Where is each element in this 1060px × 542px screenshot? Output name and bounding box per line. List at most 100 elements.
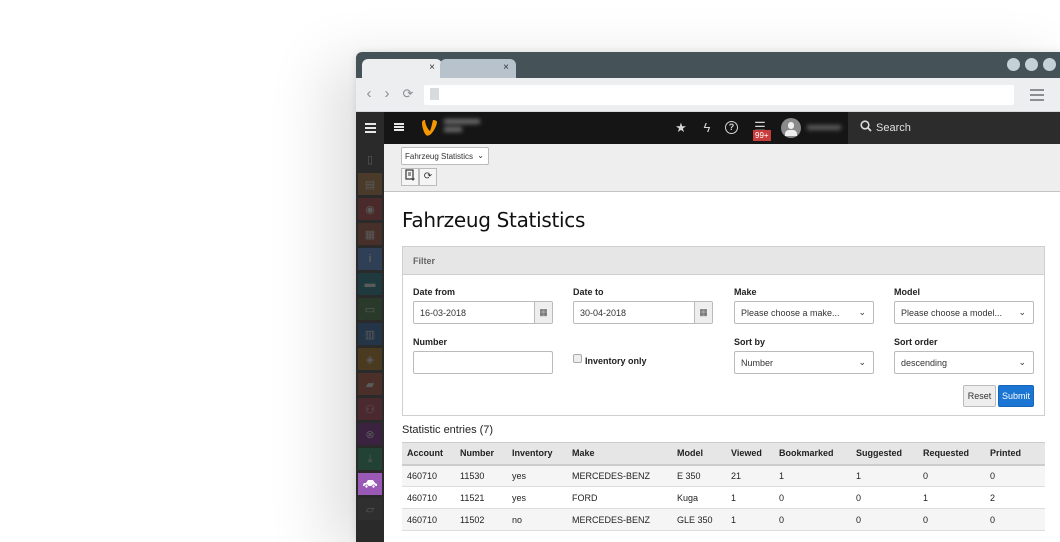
table-row: 460710 11502 no MERCEDES-BENZ GLE 350 1 … [402, 508, 1045, 531]
search-field[interactable]: Search [848, 112, 1060, 144]
back-button[interactable]: ‹ [366, 85, 372, 102]
browser-tab-active[interactable]: × [362, 59, 442, 78]
cell-model: E 350 [672, 464, 726, 487]
module-function-value: Fahrzeug Statistics [405, 152, 474, 161]
cell-number: 11521 [455, 486, 507, 509]
module-achievements-icon[interactable]: ⊗ [358, 423, 382, 445]
cell-viewed: 1 [726, 486, 774, 509]
column-header: Account [402, 442, 455, 466]
cell-number: 11502 [455, 508, 507, 531]
date-from-label: Date from [413, 287, 456, 297]
module-users-icon[interactable]: ⚇ [358, 398, 382, 420]
address-bar[interactable] [424, 85, 1014, 105]
table-header-row: Account Number Inventory Make Model View… [402, 442, 1045, 466]
export-icon [404, 169, 415, 181]
cell-bookmarked: 0 [774, 508, 851, 531]
system-info-icon[interactable]: ☰ [754, 119, 766, 134]
avatar[interactable] [781, 118, 801, 138]
chevron-down-icon: ⌄ [1018, 307, 1026, 317]
inventory-only-checkbox[interactable] [573, 354, 582, 363]
make-select[interactable]: Please choose a make... ⌄ [734, 301, 874, 324]
forward-button[interactable]: › [384, 85, 390, 102]
cell-inventory: yes [507, 464, 567, 487]
model-label: Model [894, 287, 920, 297]
browser-tab-inactive[interactable]: × [440, 59, 516, 78]
module-sidebar: ▯ ▤ ◉ ▦ i ▬ ▭ ▥ ◈ ▰ ⚇ ⊗ ⤓ ▱ [356, 144, 384, 542]
module-info-icon[interactable]: i [358, 248, 382, 270]
module-vehicle-icon[interactable] [358, 473, 382, 495]
maximize-button[interactable] [1025, 58, 1038, 71]
export-button[interactable] [401, 168, 419, 186]
chevron-down-icon: ⌄ [477, 151, 484, 160]
submit-button[interactable]: Submit [998, 385, 1034, 407]
cell-suggested: 1 [851, 464, 918, 487]
module-templates-icon[interactable]: ▥ [358, 323, 382, 345]
table-row: 460710 11530 yes MERCEDES-BENZ E 350 21 … [402, 464, 1045, 487]
pagetree-toggle-icon[interactable] [394, 123, 404, 133]
tab-close-icon[interactable]: × [503, 62, 509, 73]
column-header: Printed [985, 442, 1045, 466]
help-icon[interactable]: ? [725, 121, 738, 134]
page-icon [430, 88, 439, 100]
hamburger-icon [365, 123, 376, 135]
module-filelist-icon[interactable]: ▦ [358, 223, 382, 245]
cell-account: 460710 [402, 508, 455, 531]
date-from-input[interactable]: 16-03-2018 ▦ [413, 301, 553, 324]
page-title: Fahrzeug Statistics [402, 208, 586, 232]
flash-icon[interactable]: ϟ [703, 120, 711, 135]
sort-order-select[interactable]: descending ⌄ [894, 351, 1034, 374]
statistics-table: Account Number Inventory Make Model View… [402, 442, 1045, 531]
cell-bookmarked: 1 [774, 464, 851, 487]
module-extensions-icon[interactable]: ◈ [358, 348, 382, 370]
module-menu-toggle[interactable] [356, 112, 384, 144]
module-notes-icon[interactable]: ▱ [358, 498, 382, 520]
module-function-select[interactable]: Fahrzeug Statistics ⌄ [401, 147, 489, 165]
close-window-button[interactable] [1043, 58, 1056, 71]
reset-button[interactable]: Reset [963, 385, 996, 407]
inventory-only-label[interactable]: Inventory only [585, 356, 647, 366]
cell-make: MERCEDES-BENZ [567, 464, 672, 487]
module-import-icon[interactable]: ⤓ [358, 448, 382, 470]
typo3-topbar: ★ ϟ ? ☰ 99+ Search [356, 112, 1060, 144]
date-to-input[interactable]: 30-04-2018 ▦ [573, 301, 713, 324]
calendar-icon[interactable]: ▦ [694, 302, 712, 323]
browser-toolbar: ‹ › ⟳ [356, 78, 1060, 112]
module-page-icon[interactable]: ▯ [358, 148, 382, 170]
cell-printed: 0 [985, 508, 1045, 531]
typo3-logo-icon [422, 120, 437, 136]
reload-button[interactable]: ⟳ [402, 86, 414, 101]
chevron-down-icon: ⌄ [1018, 357, 1026, 367]
reload-view-button[interactable]: ⟳ [419, 168, 437, 186]
module-workspaces-icon[interactable]: ▬ [358, 273, 382, 295]
cell-suggested: 0 [851, 508, 918, 531]
cell-requested: 0 [918, 464, 985, 487]
cell-make: FORD [567, 486, 672, 509]
cell-printed: 2 [985, 486, 1045, 509]
module-list-icon[interactable]: ◉ [358, 198, 382, 220]
module-documentation-icon[interactable]: ▰ [358, 373, 382, 395]
column-header: Make [567, 442, 672, 466]
sort-by-select[interactable]: Number ⌄ [734, 351, 874, 374]
cell-model: Kuga [672, 486, 726, 509]
tab-close-icon[interactable]: × [429, 62, 435, 73]
browser-window: × × ‹ › ⟳ ★ ϟ ? ☰ 99+ [356, 52, 1060, 542]
module-reports-icon[interactable]: ▭ [358, 298, 382, 320]
username[interactable] [807, 125, 841, 130]
model-select[interactable]: Please choose a model... ⌄ [894, 301, 1034, 324]
chevron-down-icon: ⌄ [858, 357, 866, 367]
search-icon [860, 120, 872, 135]
model-value: Please choose a model... [901, 308, 1003, 318]
number-input[interactable] [413, 351, 553, 374]
make-label: Make [734, 287, 757, 297]
column-header: Model [672, 442, 726, 466]
date-from-value: 16-03-2018 [420, 308, 467, 318]
browser-menu-icon[interactable] [1030, 89, 1044, 104]
module-view-icon[interactable]: ▤ [358, 173, 382, 195]
site-name [444, 119, 480, 135]
minimize-button[interactable] [1007, 58, 1020, 71]
column-header: Number [455, 442, 507, 466]
bookmark-icon[interactable]: ★ [675, 120, 687, 135]
cell-bookmarked: 0 [774, 486, 851, 509]
calendar-icon[interactable]: ▦ [534, 302, 552, 323]
date-to-value: 30-04-2018 [580, 308, 627, 318]
